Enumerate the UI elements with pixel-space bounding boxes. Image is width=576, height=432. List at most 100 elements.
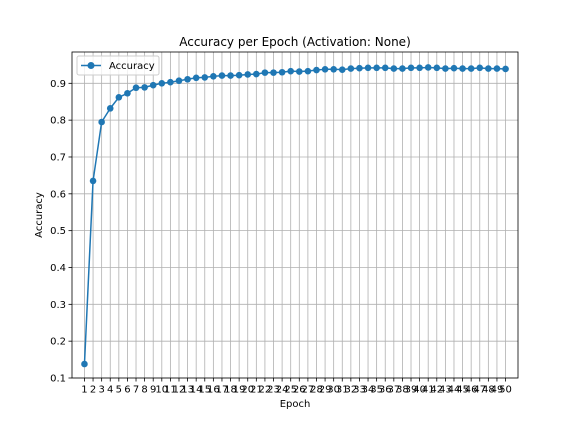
data-point — [287, 67, 295, 75]
data-point — [115, 94, 123, 101]
data-point — [356, 64, 363, 72]
x-tick-label: 28 — [310, 385, 323, 396]
y-tick-label: 0.4 — [50, 263, 66, 274]
x-tick-label: 24 — [276, 385, 289, 396]
x-tick-label: 19 — [233, 385, 246, 396]
data-point — [235, 71, 243, 79]
y-tick-label: 0.1 — [50, 374, 66, 385]
data-point — [467, 65, 475, 72]
x-tick-label: 50 — [499, 385, 512, 396]
x-tick-label: 11 — [164, 385, 177, 396]
plot-frame — [71, 51, 519, 379]
x-tick-label: 37 — [387, 385, 400, 396]
data-point — [459, 65, 466, 72]
x-tick-label: 46 — [465, 385, 478, 396]
data-point — [184, 75, 191, 83]
data-point — [244, 71, 252, 78]
legend-label: Accuracy — [109, 61, 155, 72]
x-tick-label: 10 — [155, 385, 168, 396]
x-tick-label: 29 — [319, 385, 332, 396]
x-tick-label: 43 — [439, 385, 452, 396]
y-tick-label: 0.5 — [50, 226, 66, 237]
data-point — [124, 89, 131, 97]
grid — [72, 52, 518, 379]
data-point — [390, 65, 398, 72]
x-tick-label: 1 — [81, 385, 87, 396]
x-tick-label: 3 — [98, 385, 104, 396]
x-tick-label: 2 — [90, 385, 96, 396]
data-point — [192, 74, 200, 82]
data-point — [330, 66, 337, 73]
chart-title: Accuracy per Epoch (Activation: None) — [179, 35, 411, 49]
data-point — [132, 84, 140, 92]
data-point — [407, 64, 415, 72]
data-point — [149, 81, 157, 89]
x-tick-label: 9 — [150, 385, 156, 396]
data-point — [295, 68, 303, 75]
x-tick-label: 15 — [198, 385, 211, 396]
data-point — [270, 69, 277, 76]
x-tick-label: 4 — [107, 385, 113, 396]
x-tick-label: 45 — [456, 385, 469, 396]
data-point — [210, 73, 217, 80]
x-tick-label: 32 — [344, 385, 357, 396]
x-tick-label: 41 — [422, 385, 435, 396]
y-tick-label: 0.7 — [50, 152, 66, 163]
data-point — [476, 64, 484, 72]
data-point — [278, 68, 286, 76]
data-point — [304, 67, 312, 75]
x-tick-label: 31 — [336, 385, 349, 396]
data-point — [106, 105, 114, 112]
x-tick-label: 21 — [250, 385, 263, 396]
data-point — [399, 65, 406, 72]
y-tick-label: 0.3 — [50, 300, 66, 311]
x-tick-label: 42 — [430, 385, 443, 396]
x-tick-label: 13 — [181, 385, 194, 396]
data-point — [218, 72, 226, 79]
x-tick-label: 14 — [190, 385, 203, 396]
data-point — [313, 66, 320, 74]
data-point — [493, 65, 501, 72]
x-tick-label: 47 — [473, 385, 486, 396]
legend: Accuracy — [76, 55, 160, 76]
y-tick-label: 0.2 — [50, 337, 66, 348]
data-point — [347, 65, 355, 72]
x-tick-label: 7 — [133, 385, 139, 396]
y-axis-label: Accuracy — [34, 192, 45, 238]
x-tick-label: 35 — [370, 385, 383, 396]
x-tick-label: 36 — [379, 385, 392, 396]
x-tick-label: 5 — [116, 385, 122, 396]
x-tick-label: 17 — [216, 385, 229, 396]
data-point — [167, 78, 174, 86]
data-point — [433, 64, 441, 72]
x-tick-label: 44 — [448, 385, 461, 396]
x-tick-label: 33 — [353, 385, 366, 396]
data-point — [89, 177, 97, 185]
x-tick-label: 27 — [302, 385, 315, 396]
data-point — [442, 65, 449, 72]
x-tick-label: 12 — [173, 385, 186, 396]
x-tick-label: 25 — [284, 385, 297, 396]
data-point — [261, 69, 269, 76]
data-point — [450, 64, 458, 72]
data-point — [227, 72, 234, 79]
x-tick-label: 39 — [405, 385, 418, 396]
data-point — [373, 64, 380, 72]
y-tick-label: 0.9 — [50, 79, 66, 90]
data-point — [424, 64, 432, 71]
x-tick-label: 38 — [396, 385, 409, 396]
x-tick-label: 6 — [124, 385, 130, 396]
data-point — [141, 84, 148, 91]
axes: 1 2 3 4 5 6 7 8 9 1011121314151617181920212223242… — [50, 79, 512, 396]
x-tick-label: 20 — [241, 385, 254, 396]
data-point — [253, 70, 260, 78]
y-tick-label: 0.8 — [50, 116, 66, 127]
x-tick-label: 26 — [293, 385, 306, 396]
y-tick-label: 0.6 — [50, 189, 66, 200]
data-point — [321, 66, 329, 73]
data-point — [502, 65, 509, 73]
data-point — [381, 64, 389, 72]
legend-box — [76, 55, 160, 76]
x-tick-label: 48 — [482, 385, 495, 396]
